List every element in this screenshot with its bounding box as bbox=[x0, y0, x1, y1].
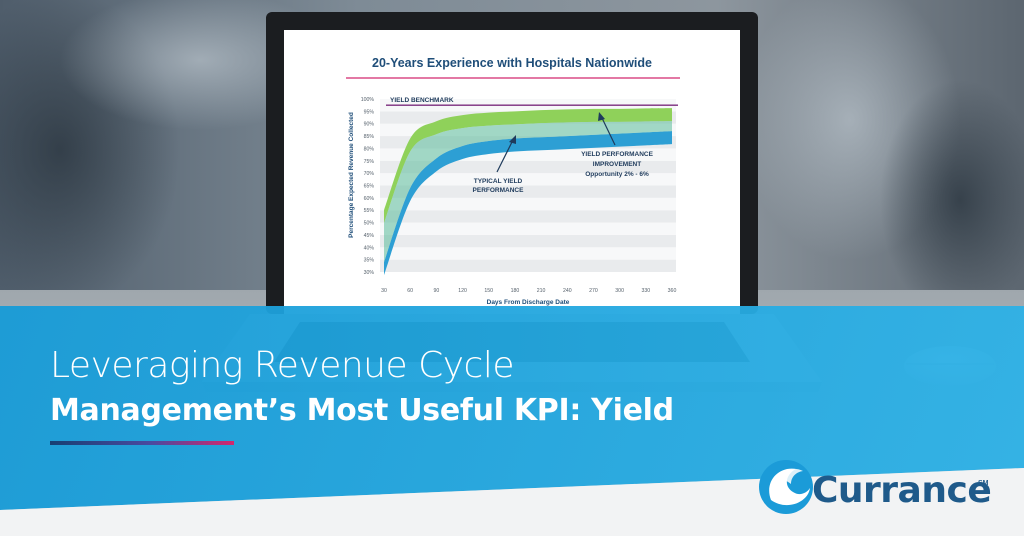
y-tick-label: 80% bbox=[364, 146, 375, 152]
y-tick-label: 65% bbox=[364, 184, 375, 190]
title-banner bbox=[0, 306, 1024, 510]
headline-line-1: Leveraging Revenue Cycle bbox=[50, 345, 514, 386]
upper-yield-band bbox=[384, 108, 672, 224]
improvement-arrowhead bbox=[598, 112, 605, 121]
yield-benchmark-label: YIELD BENCHMARK bbox=[390, 97, 454, 104]
x-tick-label: 180 bbox=[511, 288, 520, 294]
typical-yield-pointer bbox=[496, 139, 514, 173]
headline-line-2: Management’s Most Useful KPI: Yield bbox=[50, 393, 674, 428]
grid-band bbox=[380, 197, 676, 211]
improvement-label-2: IMPROVEMENT bbox=[593, 161, 641, 168]
brand-wordmark: Currance bbox=[812, 470, 992, 511]
grid-band bbox=[380, 234, 676, 248]
x-tick-label: 90 bbox=[433, 288, 439, 294]
x-tick-labels: 30 60 90 120 150 180 210 240 270 300 330 360 bbox=[381, 288, 676, 294]
grid-band bbox=[380, 247, 676, 260]
x-tick-label: 240 bbox=[563, 288, 572, 294]
y-tick-label: 70% bbox=[364, 171, 375, 177]
headline-accent-rule bbox=[50, 441, 234, 445]
y-tick-label: 100% bbox=[361, 97, 375, 103]
typical-yield-label-2: PERFORMANCE bbox=[473, 187, 525, 194]
x-tick-label: 150 bbox=[484, 288, 493, 294]
y-tick-labels: 100% 95% 90% 85% 80% 75% 70% 65% 60% 55% 50% 45% 40%… bbox=[361, 97, 375, 276]
x-tick-label: 210 bbox=[537, 288, 546, 294]
x-tick-label: 270 bbox=[589, 288, 598, 294]
y-tick-label: 85% bbox=[364, 134, 375, 140]
typical-yield-arrowhead bbox=[509, 135, 516, 144]
x-axis-label: Days From Discharge Date bbox=[487, 299, 570, 306]
typical-yield-label-1: TYPICAL YIELD bbox=[474, 178, 523, 185]
y-tick-label: 35% bbox=[364, 258, 375, 264]
y-tick-label: 75% bbox=[364, 159, 375, 165]
background-blur-far-right bbox=[880, 80, 1024, 320]
currance-wave-icon bbox=[759, 460, 813, 514]
grid-band bbox=[380, 259, 676, 272]
improvement-pointer bbox=[601, 117, 616, 146]
x-tick-label: 330 bbox=[641, 288, 650, 294]
x-tick-label: 360 bbox=[668, 288, 677, 294]
grid-band bbox=[380, 160, 676, 174]
grid-band bbox=[380, 185, 676, 198]
y-tick-label: 30% bbox=[364, 270, 375, 276]
chart-title: 20-Years Experience with Hospitals Natio… bbox=[372, 56, 652, 70]
y-axis-label: Percentage Expected Revenue Collected bbox=[348, 112, 355, 238]
service-mark: SM bbox=[978, 480, 989, 487]
y-tick-label: 45% bbox=[364, 233, 375, 239]
improvement-label-1: YIELD PERFORMANCE bbox=[581, 151, 654, 158]
y-tick-label: 50% bbox=[364, 221, 375, 227]
grid-band bbox=[380, 173, 676, 186]
y-tick-label: 40% bbox=[364, 245, 375, 251]
y-tick-label: 60% bbox=[364, 196, 375, 202]
x-tick-label: 120 bbox=[458, 288, 467, 294]
chart-areas bbox=[384, 108, 672, 276]
y-tick-label: 90% bbox=[364, 122, 375, 128]
improvement-label-3: Opportunity 2% - 6% bbox=[585, 171, 649, 178]
x-tick-label: 300 bbox=[615, 288, 624, 294]
y-tick-label: 55% bbox=[364, 208, 375, 214]
yield-chart: 20-Years Experience with Hospitals Natio… bbox=[346, 56, 680, 306]
grid-band bbox=[380, 210, 676, 223]
grid-band bbox=[380, 222, 676, 235]
x-tick-label: 60 bbox=[407, 288, 413, 294]
x-tick-label: 30 bbox=[381, 288, 387, 294]
y-tick-label: 95% bbox=[364, 109, 375, 115]
